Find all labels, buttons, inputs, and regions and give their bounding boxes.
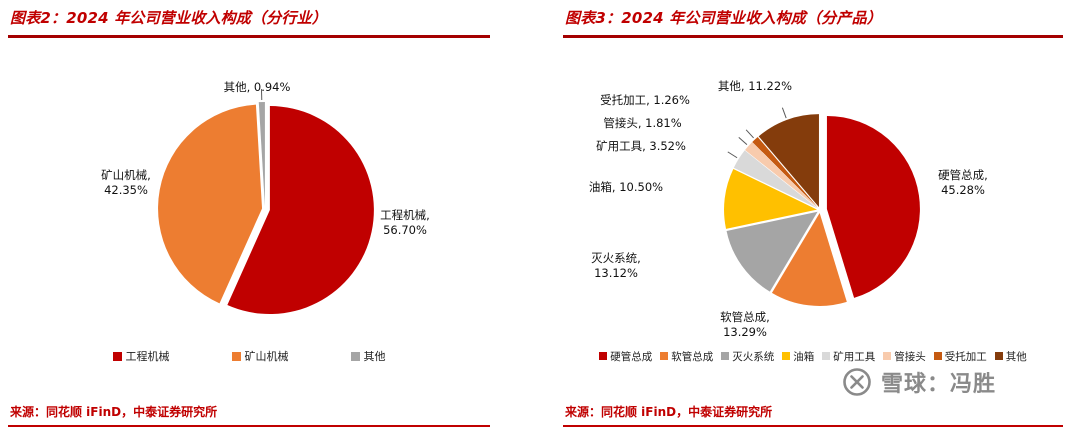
pie-slice-矿山机械 [158, 104, 263, 304]
label-leader-line [738, 136, 748, 146]
legend-label: 受托加工 [944, 350, 987, 363]
legend-swatch [350, 351, 360, 361]
pie-label-kuangshan: 矿山机械, 42.35% [101, 168, 151, 197]
label-leader-line [781, 107, 787, 119]
source-line-industry: 来源：同花顺 iFinD，中泰证券研究所 [8, 400, 490, 427]
label-leader-line [727, 151, 738, 159]
legend-item: 管接头 [883, 349, 926, 364]
legend-label: 矿山机械 [244, 350, 289, 363]
legend-item: 工程机械 [112, 348, 170, 364]
legend-item: 油箱 [782, 349, 814, 364]
chart-title-product: 图表3：2024 年公司营业收入构成（分产品） [563, 0, 1063, 38]
legend-label: 其他 [363, 350, 386, 363]
pie-label-guanjietou: 管接头, 1.81% [603, 116, 682, 130]
legend-product: 硬管总成 软管总成 灭火系统 油箱 矿用工具 管接头 受托加工 其他 [563, 346, 1063, 366]
pie-label-qita: 其他, 0.94% [223, 80, 291, 94]
legend-swatch [883, 352, 892, 360]
source-line-product: 来源：同花顺 iFinD，中泰证券研究所 [563, 400, 1063, 427]
legend-item: 软管总成 [660, 349, 713, 364]
legend-label: 灭火系统 [732, 350, 775, 363]
pie-label-kuangyong: 矿用工具, 3.52% [596, 139, 686, 153]
legend-item: 硬管总成 [599, 349, 652, 364]
legend-label: 工程机械 [125, 350, 170, 363]
pie-slice-矿用工具 [733, 150, 818, 209]
legend-item: 其他 [350, 348, 386, 364]
label-leader-line [745, 129, 754, 139]
pie-label-qita2: 其他, 11.22% [717, 79, 793, 93]
legend-swatch [112, 351, 122, 361]
legend-industry: 工程机械 矿山机械 其他 [8, 346, 490, 366]
pie-label-shoutuo: 受托加工, 1.26% [600, 93, 690, 107]
watermark: 雪球：冯胜 [842, 366, 996, 398]
legend-label: 矿用工具 [833, 350, 876, 363]
legend-swatch [721, 352, 730, 360]
pie-slice-受托加工 [752, 136, 818, 208]
legend-label: 油箱 [793, 350, 815, 363]
pie-svg-industry [158, 89, 374, 315]
pie-label-youxiang: 油箱, 10.50% [588, 180, 664, 194]
legend-label: 管接头 [894, 350, 926, 363]
legend-swatch [933, 352, 942, 360]
legend-swatch [994, 352, 1003, 360]
pie-slice-工程机械 [227, 106, 374, 315]
legend-item: 其他 [994, 349, 1027, 364]
legend-swatch [231, 351, 241, 361]
pie-label-ruanguan: 软管总成, 13.29% [720, 310, 770, 339]
legend-swatch [822, 352, 831, 360]
pie-slice-油箱 [724, 169, 818, 229]
pie-slice-其他 [258, 102, 265, 207]
pie-chart-industry: 工程机械, 56.70% 矿山机械, 42.35% 其他, 0.94% [8, 38, 490, 346]
chart-panel-by-product: 图表3：2024 年公司营业收入构成（分产品） 硬管总成, 45.28% 软管总… [563, 0, 1063, 427]
legend-label: 软管总成 [671, 350, 714, 363]
pie-chart-product: 硬管总成, 45.28% 软管总成, 13.29% 灭火系统, 13.12% 油… [563, 38, 1063, 346]
pie-slice-灭火系统 [726, 211, 818, 292]
pie-slice-软管总成 [771, 212, 847, 306]
legend-swatch [599, 352, 608, 360]
chart-panel-by-industry: 图表2：2024 年公司营业收入构成（分行业） 工程机械, 56.70% 矿山机… [8, 0, 490, 427]
legend-swatch [660, 352, 669, 360]
legend-item: 矿用工具 [822, 349, 875, 364]
legend-item: 受托加工 [933, 349, 987, 364]
pie-label-miehuo: 灭火系统, 13.12% [591, 251, 641, 280]
legend-label: 其他 [1005, 350, 1027, 363]
pie-slice-硬管总成 [826, 115, 920, 298]
pie-svg-product [724, 107, 920, 306]
xueqiu-logo-icon [843, 368, 871, 396]
pie-slice-管接头 [745, 142, 818, 208]
legend-item: 灭火系统 [721, 349, 774, 364]
chart-title-industry: 图表2：2024 年公司营业收入构成（分行业） [8, 0, 490, 38]
legend-label: 硬管总成 [610, 350, 653, 363]
pie-label-yingguan: 硬管总成, 45.28% [938, 168, 988, 197]
watermark-text: 雪球：冯胜 [881, 372, 997, 397]
pie-slice-其他 [758, 114, 819, 208]
pie-label-gongcheng: 工程机械, 56.70% [380, 208, 430, 237]
legend-item: 矿山机械 [231, 348, 289, 364]
legend-swatch [782, 352, 791, 360]
